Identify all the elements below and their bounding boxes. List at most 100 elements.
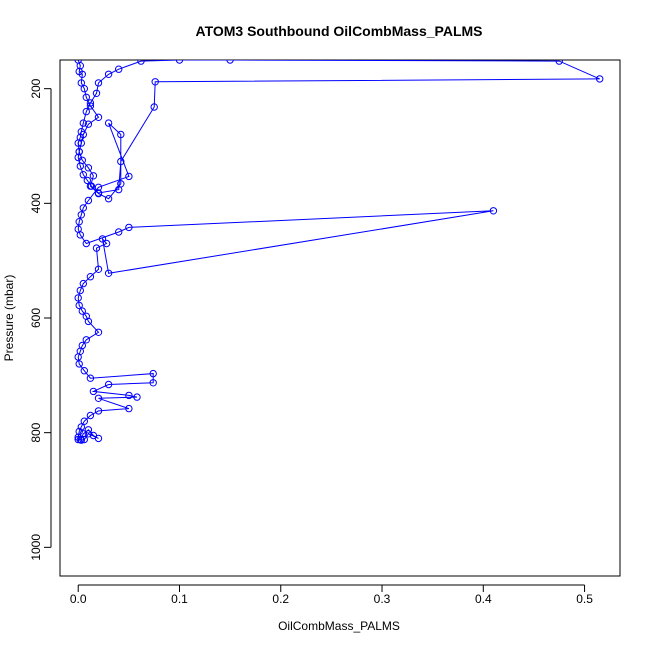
data-point: [77, 436, 86, 444]
y-tick-label: 1000: [29, 534, 43, 561]
plot-frame: [59, 59, 621, 577]
data-point: [80, 417, 89, 425]
data-point: [94, 407, 103, 415]
data-point: [102, 239, 111, 248]
data-point: [226, 60, 234, 64]
data-point: [115, 65, 123, 73]
data-point: [74, 435, 82, 444]
data-point: [82, 107, 91, 116]
data-point: [86, 182, 95, 190]
data-point: [94, 113, 103, 122]
data-point: [74, 294, 82, 302]
data-point: [92, 89, 101, 98]
data-point: [94, 183, 103, 192]
data-point: [555, 60, 563, 65]
data-point: [84, 120, 93, 128]
data-point: [133, 393, 141, 401]
data-point: [77, 211, 86, 219]
data-point: [79, 171, 88, 179]
data-point: [86, 273, 95, 281]
data-point: [76, 286, 85, 295]
data-point: [84, 164, 93, 172]
data-point: [94, 394, 103, 402]
data-point: [86, 102, 95, 110]
data-point: [84, 426, 93, 434]
data-point: [125, 391, 133, 400]
x-tick-label: 0.0: [70, 592, 87, 606]
x-tick-label: 0.1: [171, 592, 188, 606]
data-point: [78, 307, 87, 315]
data-point: [82, 336, 91, 344]
data-point: [104, 380, 113, 389]
data-point: [117, 130, 125, 139]
x-axis: 0.0 0.1 0.2 0.3 0.4 0.5: [70, 584, 593, 606]
data-point: [94, 79, 103, 87]
data-point: [84, 196, 93, 205]
data-point: [75, 218, 83, 226]
data-point: [98, 235, 107, 243]
y-tick-label: 200: [29, 78, 43, 98]
data-point: [151, 78, 159, 86]
data-point: [149, 369, 157, 378]
data-point: [150, 103, 158, 111]
data-point: [86, 374, 95, 382]
x-axis-label: OilCombMass_PALMS: [278, 619, 400, 633]
data-point: [104, 70, 113, 79]
y-tick-label: 800: [29, 422, 43, 442]
data-point: [117, 180, 125, 188]
data-point: [74, 139, 82, 147]
data-point: [94, 434, 103, 443]
data-point: [74, 353, 82, 361]
data-point: [86, 99, 95, 107]
y-tick-label: 400: [29, 193, 43, 213]
x-tick-label: 0.4: [475, 592, 492, 606]
data-point: [75, 301, 83, 310]
data-point: [79, 119, 88, 127]
data-point: [77, 128, 86, 136]
data-point: [83, 176, 92, 185]
data-point: [80, 85, 89, 93]
data-point: [77, 79, 86, 87]
data-point: [75, 360, 83, 368]
data-point: [77, 423, 86, 431]
plot-area: [59, 59, 621, 577]
data-point: [84, 430, 93, 438]
data-point: [137, 60, 145, 65]
data-point: [104, 195, 113, 203]
series-layer: [74, 60, 604, 444]
data-point: [75, 148, 83, 156]
data-point: [89, 172, 98, 180]
x-tick-label: 0.3: [374, 592, 391, 606]
data-point: [78, 70, 87, 79]
data-point: [125, 172, 133, 181]
data-point: [115, 228, 123, 236]
data-point: [78, 156, 87, 165]
data-point: [84, 317, 93, 326]
data-point: [149, 379, 157, 387]
data-point: [117, 157, 125, 166]
x-tick-label: 0.5: [576, 592, 593, 606]
data-point: [125, 404, 133, 413]
data-point: [79, 279, 88, 288]
data-point: [175, 60, 184, 64]
data-point: [79, 204, 88, 212]
y-axis: 200 400 600 800 1000: [29, 78, 52, 561]
data-point: [125, 223, 133, 232]
chart-title: ATOM3 Southbound OilCombMass_PALMS: [196, 23, 483, 39]
data-point: [94, 265, 103, 273]
data-point: [104, 269, 113, 277]
y-tick-label: 600: [29, 308, 43, 328]
data-point: [596, 75, 604, 83]
data-point: [77, 139, 86, 147]
data-point: [82, 239, 91, 248]
data-point: [76, 231, 85, 239]
data-point: [104, 119, 113, 127]
data-point: [80, 367, 89, 375]
y-axis-label: Pressure (mbar): [2, 275, 16, 362]
data-point: [86, 411, 95, 420]
data-point: [89, 387, 98, 396]
data-point: [82, 312, 91, 320]
data-point: [82, 93, 91, 102]
data-point: [94, 328, 103, 336]
